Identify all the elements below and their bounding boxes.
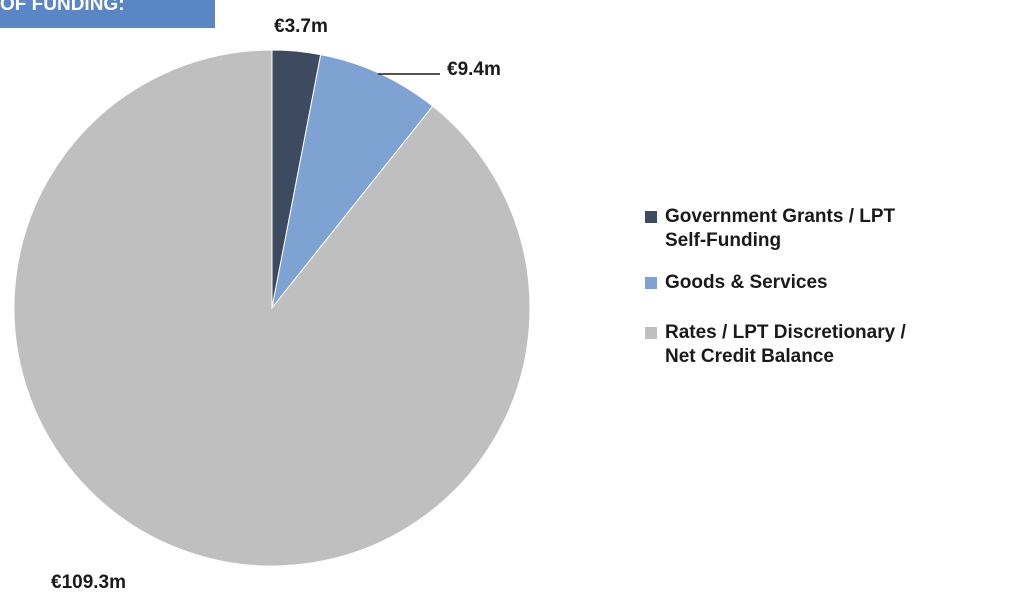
data-label-rates-lpt: €109.3m <box>51 572 126 592</box>
data-label-government-grants: €3.7m <box>274 16 328 37</box>
pie-slice-rates-lpt <box>13 49 531 567</box>
legend-swatch-government-grants <box>645 211 657 223</box>
legend-label-government-grants: Government Grants / LPT Self-Funding <box>665 206 896 251</box>
data-label-goods-services: €9.4m <box>447 59 501 80</box>
chart-legend: Government Grants / LPT Self-Funding Goo… <box>645 205 1005 387</box>
legend-label-rates-lpt: Rates / LPT Discretionary / Net Credit B… <box>665 322 906 367</box>
legend-label-goods-services: Goods & Services <box>665 272 828 293</box>
chart-header-text: OF FUNDING: <box>0 0 125 15</box>
legend-item-government-grants: Government Grants / LPT Self-Funding <box>645 205 1005 253</box>
legend-item-rates-lpt: Rates / LPT Discretionary / Net Credit B… <box>645 321 1005 369</box>
legend-item-goods-services: Goods & Services <box>645 271 1005 295</box>
legend-swatch-goods-services <box>645 277 657 289</box>
legend-swatch-rates-lpt <box>645 327 657 339</box>
chart-header: OF FUNDING: <box>0 0 215 28</box>
